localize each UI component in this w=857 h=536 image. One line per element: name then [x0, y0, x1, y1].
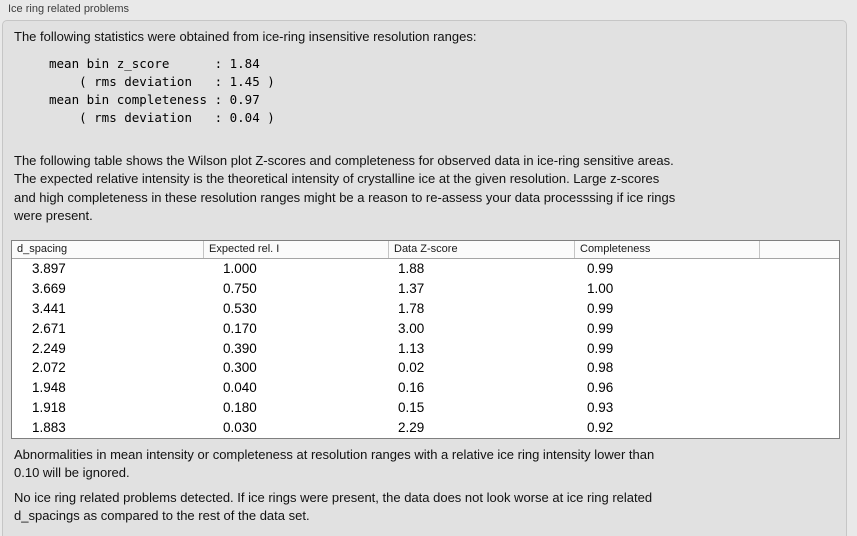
table-header-row: d_spacing Expected rel. I Data Z-score Comp…: [12, 241, 839, 259]
column-header-expected-rel-i[interactable]: Expected rel. I: [203, 241, 388, 258]
table-cell: [759, 378, 839, 398]
table-cell: 0.040: [223, 380, 257, 396]
intro-text: The following statistics were obtained f…: [14, 29, 477, 44]
table-cell: 2.29: [398, 420, 425, 436]
table-cell: 0.030: [223, 420, 257, 436]
table-cell: 0.99: [587, 340, 614, 356]
table-row[interactable]: 1.918 0.180 0.15 0.93: [12, 398, 839, 418]
table-cell: 3.669: [32, 280, 66, 296]
table-cell: 0.180: [223, 400, 257, 416]
table-cell: 3.441: [32, 300, 66, 316]
table-cell: 0.99: [587, 300, 614, 316]
table-cell: [759, 299, 839, 319]
table-cell: 0.02: [398, 360, 425, 376]
table-row[interactable]: 3.441 0.530 1.78 0.99: [12, 299, 839, 319]
column-header-completeness[interactable]: Completeness: [574, 241, 759, 258]
column-header-d-spacing[interactable]: d_spacing: [17, 243, 68, 255]
table-cell: 2.671: [32, 320, 66, 336]
table-description-text: The following table shows the Wilson plo…: [14, 153, 676, 223]
table-cell: 0.99: [587, 261, 614, 276]
table-row[interactable]: 1.883 0.030 2.29 0.92: [12, 418, 839, 438]
table-cell: 0.92: [587, 420, 614, 436]
table-cell: 0.16: [398, 380, 425, 396]
table-cell: 0.98: [587, 360, 614, 376]
ice-ring-groupbox: The following statistics were obtained f…: [2, 20, 847, 536]
table-cell: 1.13: [398, 340, 425, 356]
table-cell: [759, 358, 839, 378]
table-cell: 1.000: [223, 261, 257, 276]
table-row[interactable]: 2.072 0.300 0.02 0.98: [12, 358, 839, 378]
table-row[interactable]: 3.897 1.000 1.88 0.99: [12, 259, 839, 279]
ice-ring-table: d_spacing Expected rel. I Data Z-score Comp…: [11, 240, 840, 440]
table-cell: 3.897: [32, 261, 66, 276]
table-cell: 1.37: [398, 280, 425, 296]
table-cell: 0.99: [587, 320, 614, 336]
table-cell: [759, 259, 839, 279]
table-cell: [759, 319, 839, 339]
table-cell: [759, 279, 839, 299]
table-cell: 0.93: [587, 400, 614, 416]
table-cell: 0.300: [223, 360, 257, 376]
table-cell: [759, 398, 839, 418]
table-cell: [759, 339, 839, 359]
conclusion-text: No ice ring related problems detected. I…: [14, 490, 653, 524]
table-cell: 0.750: [223, 280, 257, 296]
table-cell: 1.918: [32, 400, 66, 416]
table-row[interactable]: 2.249 0.390 1.13 0.99: [12, 339, 839, 359]
table-cell: 1.00: [587, 280, 614, 296]
table-cell: 1.88: [398, 261, 425, 276]
table-cell: 2.072: [32, 360, 66, 376]
table-body: 3.897 1.000 1.88 0.99 3.669 0.750 1.37 1.00 3.44…: [12, 259, 839, 438]
table-row[interactable]: 2.671 0.170 3.00 0.99: [12, 319, 839, 339]
table-cell: 2.249: [32, 340, 66, 356]
column-header-empty: [759, 241, 839, 258]
table-cell: 0.530: [223, 300, 257, 316]
table-cell: 0.96: [587, 380, 614, 396]
table-cell: 3.00: [398, 320, 425, 336]
table-row[interactable]: 3.669 0.750 1.37 1.00: [12, 279, 839, 299]
panel-title: Ice ring related problems: [8, 3, 130, 15]
ignore-note-text: Abnormalities in mean intensity or compl…: [14, 447, 655, 481]
table-row[interactable]: 1.948 0.040 0.16 0.96: [12, 378, 839, 398]
column-header-data-z-score[interactable]: Data Z-score: [388, 241, 574, 258]
table-cell: 1.78: [398, 300, 425, 316]
table-cell: 0.390: [223, 340, 257, 356]
bin-statistics-block: mean bin z_score : 1.84 ( rms deviation …: [49, 56, 275, 125]
table-cell: 1.883: [32, 420, 66, 436]
table-cell: 1.948: [32, 380, 66, 396]
table-cell: [759, 418, 839, 438]
table-cell: 0.170: [223, 320, 257, 336]
table-cell: 0.15: [398, 400, 425, 416]
